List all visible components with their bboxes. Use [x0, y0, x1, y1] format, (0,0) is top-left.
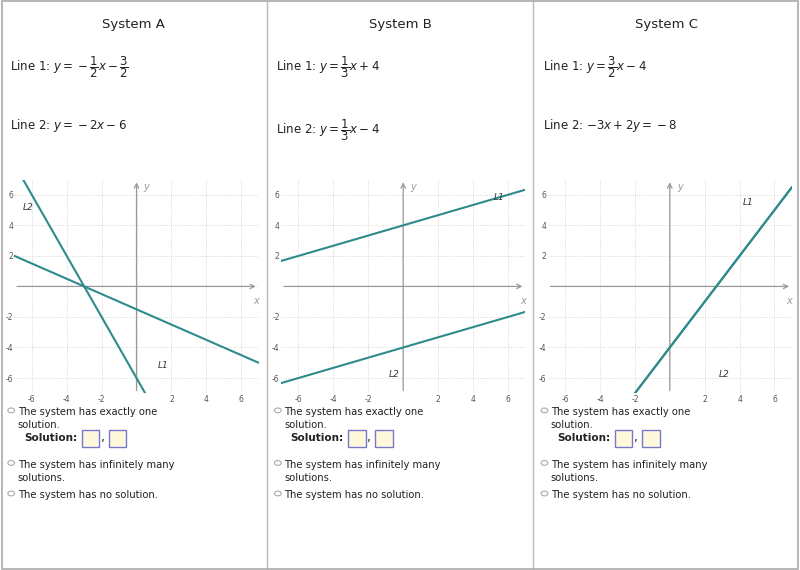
Text: Solution:: Solution: — [558, 433, 610, 443]
Text: Line 1: $y=\dfrac{3}{2}x-4$: Line 1: $y=\dfrac{3}{2}x-4$ — [543, 54, 647, 80]
Text: System C: System C — [635, 18, 698, 31]
Text: ,: , — [634, 431, 638, 445]
Text: Line 2: $y=-2x-6$: Line 2: $y=-2x-6$ — [10, 117, 126, 134]
Text: y: y — [143, 182, 150, 192]
Text: The system has exactly one
solution.: The system has exactly one solution. — [551, 407, 690, 430]
Text: The system has exactly one
solution.: The system has exactly one solution. — [18, 407, 157, 430]
Text: L1: L1 — [158, 361, 168, 370]
Text: ,: , — [367, 431, 371, 445]
Text: Line 2: $y=\dfrac{1}{3}x-4$: Line 2: $y=\dfrac{1}{3}x-4$ — [276, 117, 380, 142]
Text: L2: L2 — [718, 370, 730, 380]
Text: The system has no solution.: The system has no solution. — [551, 490, 691, 500]
Text: ,: , — [101, 431, 105, 445]
Text: System B: System B — [369, 18, 431, 31]
Text: L2: L2 — [23, 202, 34, 211]
Text: Line 2: $-3x+2y=-8$: Line 2: $-3x+2y=-8$ — [543, 117, 677, 134]
Text: x: x — [786, 296, 792, 306]
Text: Solution:: Solution: — [24, 433, 77, 443]
Text: The system has no solution.: The system has no solution. — [284, 490, 424, 500]
Text: The system has infinitely many
solutions.: The system has infinitely many solutions… — [551, 459, 707, 483]
Text: L1: L1 — [494, 193, 505, 202]
Text: System A: System A — [102, 18, 165, 31]
Text: Solution:: Solution: — [290, 433, 344, 443]
Text: The system has infinitely many
solutions.: The system has infinitely many solutions… — [18, 459, 174, 483]
Text: Line 1: $y=-\dfrac{1}{2}x-\dfrac{3}{2}$: Line 1: $y=-\dfrac{1}{2}x-\dfrac{3}{2}$ — [10, 54, 129, 80]
Text: x: x — [520, 296, 526, 306]
Text: The system has infinitely many
solutions.: The system has infinitely many solutions… — [284, 459, 441, 483]
Text: y: y — [410, 182, 416, 192]
Text: L2: L2 — [390, 370, 400, 380]
Text: The system has exactly one
solution.: The system has exactly one solution. — [284, 407, 424, 430]
Text: x: x — [253, 296, 259, 306]
Text: L1: L1 — [743, 198, 754, 207]
Text: Line 1: $y=\dfrac{1}{3}x+4$: Line 1: $y=\dfrac{1}{3}x+4$ — [276, 54, 380, 80]
Text: y: y — [677, 182, 682, 192]
Text: The system has no solution.: The system has no solution. — [18, 490, 158, 500]
